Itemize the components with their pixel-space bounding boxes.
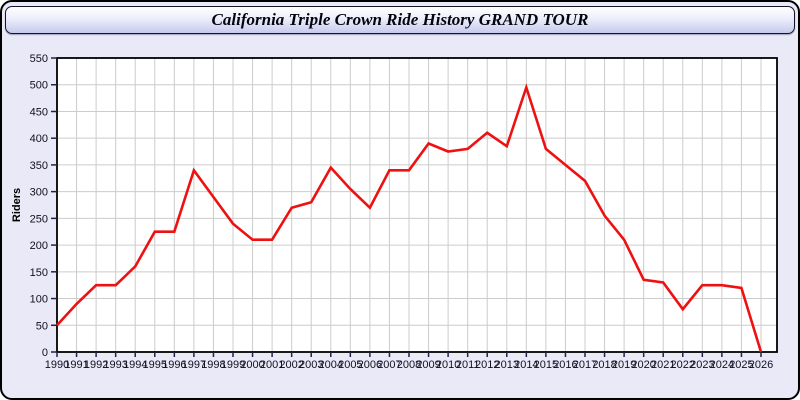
x-tick-label: 1992 [84, 359, 108, 371]
x-tick-label: 2003 [299, 359, 323, 371]
y-tick-label: 150 [30, 267, 48, 279]
y-tick-label: 250 [30, 213, 48, 225]
plot-area [57, 58, 777, 352]
x-tick-label: 2019 [612, 359, 636, 371]
y-tick-label: 0 [42, 347, 48, 359]
x-tick-label: 1999 [221, 359, 245, 371]
x-tick-label: 2016 [553, 359, 577, 371]
x-tick-label: 2012 [475, 359, 499, 371]
x-tick-label: 2000 [240, 359, 264, 371]
x-tick-label: 1994 [123, 359, 147, 371]
title-bar: California Triple Crown Ride History GRA… [5, 6, 795, 34]
x-tick-label: 2020 [631, 359, 655, 371]
x-tick-label: 2025 [729, 359, 753, 371]
y-tick-label: 500 [30, 80, 48, 92]
y-tick-label: 300 [30, 187, 48, 199]
x-tick-label: 2023 [690, 359, 714, 371]
x-tick-label: 2002 [279, 359, 303, 371]
x-tick-label: 1993 [103, 359, 127, 371]
x-tick-label: 1997 [182, 359, 206, 371]
x-tick-label: 1991 [64, 359, 88, 371]
x-tick-label: 2001 [260, 359, 284, 371]
y-tick-label: 550 [30, 53, 48, 65]
y-tick-label: 200 [30, 240, 48, 252]
x-tick-label: 2007 [377, 359, 401, 371]
page-title: California Triple Crown Ride History GRA… [211, 10, 589, 29]
x-tick-label: 2013 [495, 359, 519, 371]
x-tick-label: 2004 [319, 359, 343, 371]
x-tick-label: 1998 [201, 359, 225, 371]
riders-line-chart: 0501001502002503003504004505005501990199… [11, 53, 778, 371]
plot-border [56, 57, 778, 353]
y-tick-label: 50 [36, 320, 48, 332]
x-tick-label: 2006 [358, 359, 382, 371]
x-tick-label: 1995 [143, 359, 167, 371]
x-tick-label: 2015 [534, 359, 558, 371]
x-tick-label: 2021 [651, 359, 675, 371]
y-tick-label: 100 [30, 294, 48, 306]
x-tick-label: 2024 [710, 359, 734, 371]
x-tick-label: 2017 [573, 359, 597, 371]
y-axis-title: Riders [11, 188, 23, 222]
x-tick-label: 2018 [592, 359, 616, 371]
x-tick-label: 2026 [749, 359, 773, 371]
y-tick-label: 400 [30, 133, 48, 145]
chart-panel: 0 50 100 150 200 250 300 350 400 450 500 550 1990 199… [2, 34, 798, 398]
riders-series-line [56, 83, 763, 353]
x-tick-label: 1990 [45, 359, 69, 371]
x-tick-label: 2011 [456, 359, 480, 371]
x-tick-label: 2008 [397, 359, 421, 371]
x-tick-label: 1996 [162, 359, 186, 371]
x-tick-label: 2009 [416, 359, 440, 371]
y-tick-label: 350 [30, 160, 48, 172]
x-tick-label: 2022 [671, 359, 695, 371]
x-tick-label: 2014 [514, 359, 538, 371]
x-tick-label: 2010 [436, 359, 460, 371]
y-tick-label: 450 [30, 106, 48, 118]
x-tick-label: 2005 [338, 359, 362, 371]
